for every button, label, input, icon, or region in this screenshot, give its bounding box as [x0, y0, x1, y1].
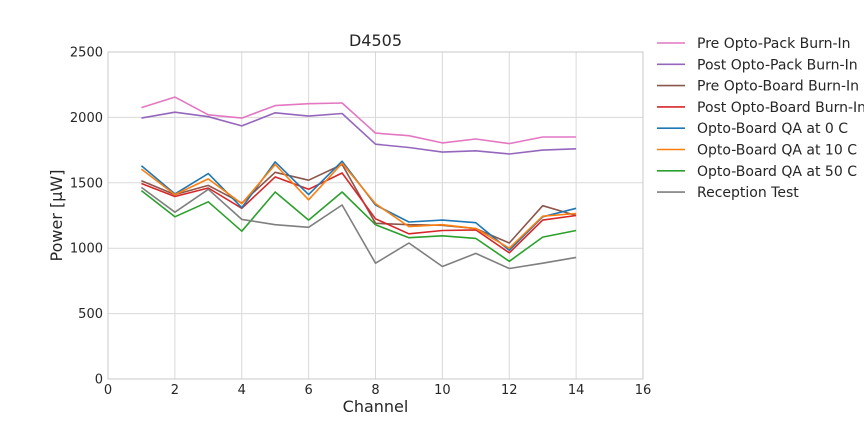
legend-label: Post Opto-Pack Burn-In — [697, 57, 858, 73]
x-axis-title: Channel — [343, 397, 409, 416]
y-tick-label: 2500 — [70, 46, 103, 61]
y-tick-label: 1500 — [70, 176, 103, 191]
chart-title: D4505 — [349, 31, 402, 50]
series-line-1 — [141, 96, 577, 145]
series-line-4 — [141, 172, 577, 254]
x-tick-label: 0 — [104, 383, 112, 398]
x-tick-label: 14 — [568, 383, 585, 398]
legend-label: Pre Opto-Pack Burn-In — [697, 36, 851, 52]
series-lines — [140, 96, 577, 270]
x-tick-label: 12 — [501, 383, 518, 398]
y-tick-label: 500 — [78, 307, 103, 322]
x-tick-label: 8 — [371, 383, 379, 398]
x-tick-label: 4 — [238, 383, 246, 398]
legend-label: Reception Test — [697, 185, 799, 201]
x-tick-label: 10 — [434, 383, 451, 398]
legend: Pre Opto-Pack Burn-In Post Opto-Pack Burn… — [657, 36, 864, 201]
legend-label: Opto-Board QA at 10 C — [697, 143, 857, 159]
series-line-5 — [140, 160, 577, 251]
x-tick-label: 16 — [635, 383, 652, 398]
x-tick-label: 2 — [171, 383, 179, 398]
x-axis-ticks: 0 2 4 6 8 10 12 14 16 — [104, 383, 651, 398]
series-line-3 — [141, 163, 577, 244]
y-tick-label: 1000 — [70, 242, 103, 257]
legend-label: Post Opto-Board Burn-In — [697, 100, 864, 116]
series-line-6 — [140, 162, 577, 249]
plot-frame — [107, 51, 644, 380]
legend-label: Pre Opto-Board Burn-In — [697, 79, 859, 95]
y-axis-ticks: 0 500 1000 1500 2000 2500 — [70, 46, 103, 388]
legend-label: Opto-Board QA at 50 C — [697, 164, 857, 180]
legend-label: Opto-Board QA at 0 C — [697, 121, 848, 137]
series-line-8 — [140, 186, 577, 270]
series-line-2 — [141, 111, 577, 155]
x-tick-label: 6 — [304, 383, 312, 398]
y-tick-label: 2000 — [70, 111, 103, 126]
y-tick-label: 0 — [95, 373, 103, 388]
series-line-7 — [140, 189, 577, 263]
y-axis-title: Power [μW] — [47, 170, 66, 262]
grid — [107, 51, 644, 380]
